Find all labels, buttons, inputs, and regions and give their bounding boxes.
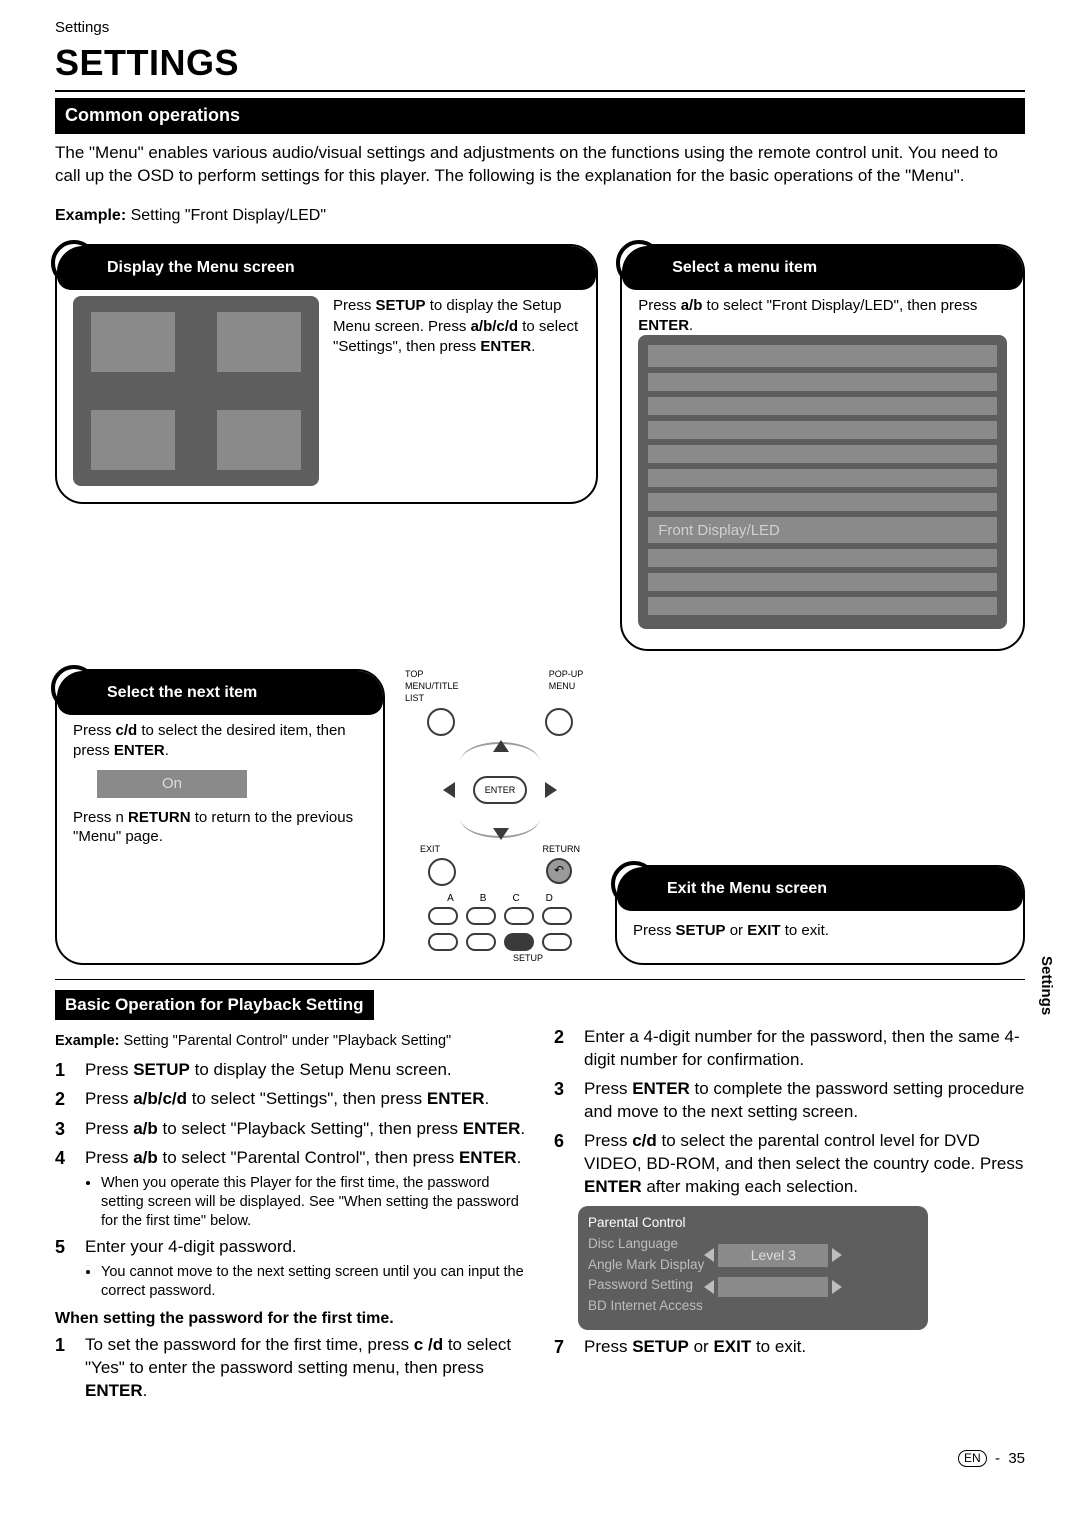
remote-dpad: ENTER [435, 740, 565, 840]
page-title: SETTINGS [55, 40, 1025, 87]
side-tab: Settings [1037, 956, 1057, 1015]
step-4-panel: 4 Exit the Menu screen Press SETUP or EX… [615, 865, 1025, 965]
remote-return-label: RETURN [543, 844, 581, 856]
dpad-right-icon [545, 782, 557, 798]
remote-return-btn: ↶ [546, 858, 572, 884]
dpad-left-icon [443, 782, 455, 798]
step-1-panel: 1 Display the Menu screen Press SETUP to… [55, 244, 598, 504]
step-1-text: Press SETUP to display the Setup Menu sc… [333, 296, 580, 486]
remote-popup-label: POP-UP MENU [549, 669, 595, 704]
remote-setup-label: SETUP [513, 953, 543, 965]
pc-item-5: BD Internet Access [588, 1297, 704, 1315]
dpad-down-icon [493, 828, 509, 840]
en-badge: EN [958, 1450, 987, 1468]
section-basic-op: Basic Operation for Playback Setting [55, 990, 374, 1020]
parental-control-screen: Parental Control Disc Language Angle Mar… [578, 1206, 928, 1330]
step-1-screen [73, 296, 319, 486]
remote-exit-btn [428, 858, 456, 886]
page-footer: EN - 35 [55, 1449, 1025, 1469]
remote-setup-btn [504, 933, 534, 951]
dpad-up-icon [493, 740, 509, 752]
lstep-2: Press a/b/c/d to select "Settings", then… [85, 1088, 489, 1111]
right-steps: 2Enter a 4-digit number for the password… [554, 1026, 1025, 1199]
remote-exit-label: EXIT [420, 844, 440, 856]
left-steps: 1Press SETUP to display the Setup Menu s… [55, 1059, 526, 1301]
first-time-steps: 1To set the password for the first time,… [55, 1334, 526, 1403]
example-2: Example: Setting "Parental Control" unde… [55, 1032, 526, 1051]
example-1: Example: Setting "Front Display/LED" [55, 206, 1025, 227]
pc-item-2: Disc Language [588, 1235, 704, 1253]
step-2-panel: 2 Select a menu item Press a/b to select… [620, 244, 1025, 651]
level-selector: Level 3 [718, 1244, 828, 1266]
remote-enter-btn: ENTER [473, 776, 527, 804]
section-common-ops: Common operations [55, 98, 1025, 133]
pc-item-3: Angle Mark Display [588, 1256, 704, 1274]
remote-topmenu-label: TOP MENU/TITLE LIST [405, 669, 475, 704]
rstep-2: Enter a 4-digit number for the password,… [584, 1026, 1025, 1072]
first-time-subhead: When setting the password for the first … [55, 1309, 526, 1330]
right-steps-2: 7Press SETUP or EXIT to exit. [554, 1336, 1025, 1359]
menu-selected-row: Front Display/LED [648, 517, 997, 543]
step-3-line2: Press n RETURN to return to the previous… [73, 808, 367, 847]
remote-topmenu-btn [427, 708, 455, 736]
breadcrumb: Settings [55, 18, 1025, 38]
country-selector [718, 1277, 828, 1297]
rstep-6: Press c/d to select the parental control… [584, 1130, 1025, 1199]
common-ops-desc: The "Menu" enables various audio/visual … [55, 142, 1025, 188]
step-3-line1: Press c/d to select the desired item, th… [73, 721, 367, 760]
example-label: Example: [55, 207, 126, 224]
step-3-panel: 3 Select the next item Press c/d to sele… [55, 669, 385, 964]
step-1-header: Display the Menu screen [57, 246, 596, 290]
lstep-4: Press a/b to select "Parental Control", … [85, 1147, 526, 1230]
step-4-header: Exit the Menu screen [617, 867, 1023, 911]
remote-popup-btn [545, 708, 573, 736]
on-indicator: On [97, 770, 247, 798]
ft-step-1: To set the password for the first time, … [85, 1334, 526, 1403]
pc-item-1: Parental Control [588, 1214, 704, 1232]
title-rule [55, 90, 1025, 92]
remote-color-buttons [428, 907, 572, 925]
step-2-header: Select a menu item [622, 246, 1023, 290]
lstep-1: Press SETUP to display the Setup Menu sc… [85, 1059, 452, 1082]
step-3-header: Select the next item [57, 671, 383, 715]
mid-rule [55, 979, 1025, 980]
rstep-7: Press SETUP or EXIT to exit. [584, 1336, 806, 1359]
pc-item-4: Password Setting [588, 1276, 704, 1294]
step-2-text: Press a/b to select "Front Display/LED",… [638, 296, 1007, 335]
remote-diagram: TOP MENU/TITLE LIST POP-UP MENU ENTER EX… [405, 669, 595, 964]
step-2-menu: Front Display/LED [638, 335, 1007, 629]
step-4-text: Press SETUP or EXIT to exit. [633, 917, 1007, 941]
lstep-3: Press a/b to select "Playback Setting", … [85, 1118, 525, 1141]
lstep-5: Enter your 4-digit password.You cannot m… [85, 1236, 526, 1301]
rstep-3: Press ENTER to complete the password set… [584, 1078, 1025, 1124]
